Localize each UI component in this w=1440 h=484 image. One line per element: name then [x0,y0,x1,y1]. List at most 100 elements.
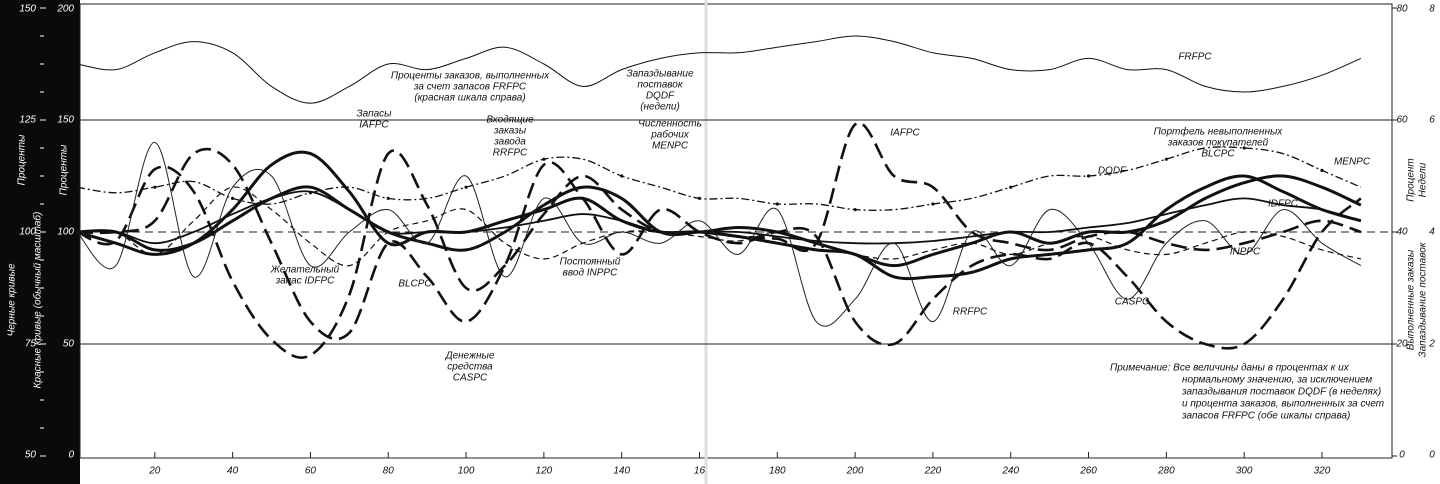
x-tick-label: 40 [227,466,239,477]
annotation: Численность [638,119,702,130]
x-tick-label: 140 [613,466,630,477]
series-dot [75,185,79,189]
annotation: FRFPC [1178,52,1212,63]
series-line [76,150,1362,281]
note: нормальному значению, за исключением [1182,375,1372,386]
y4-tick-label: 125 [19,115,36,126]
annotation: Проценты заказов, выполненных [391,71,550,82]
x-tick-label: 300 [1236,466,1253,477]
annotation: RRFPC [493,148,528,159]
annotation: RRFPC [953,307,988,318]
annotation: заказов покупателей [1167,138,1269,149]
annotation: INPPC [1230,247,1261,258]
y3-tick-label: 6 [1429,115,1435,126]
y2-tick-label: 0 [1399,450,1405,461]
x-tick-label: 60 [305,466,317,477]
x-tick-label: 200 [846,466,864,477]
series-dot [853,208,857,212]
y4-tick-label: 150 [19,4,36,15]
annotation: BLCPC [398,279,432,290]
x-tick-label: 100 [458,466,475,477]
series-line [76,174,1362,268]
series-dot [464,185,468,189]
series-dot [231,196,235,200]
y-tick-label: 0 [68,450,74,461]
x-tick-label: 180 [769,466,786,477]
y3-label: Недели [1418,162,1429,197]
left-strip [0,0,80,484]
annotation: Желательный [270,265,340,276]
series-dot [308,191,313,195]
series-dot [697,196,702,200]
series-dot [1164,157,1168,161]
annotation: DQDF [646,91,675,102]
series-dot [1009,185,1013,189]
annotation: IDFPC [1268,199,1299,210]
x-tick-label: 20 [148,466,161,477]
y-tick-label: 200 [56,4,74,15]
annotation: Входящие [486,115,534,126]
note: запасов FRFPC (обе шкалы справа) [1181,410,1350,422]
series-line [76,146,1362,211]
y-tick-label: 150 [57,115,74,126]
annotation: завода [493,137,526,148]
y3-tick-label: 8 [1429,4,1435,15]
annotation: рабочих [650,129,690,141]
y-label: Черные кривые [7,263,18,336]
y4-tick-label: 75 [25,339,37,350]
annotation: IAFPC [359,120,389,131]
annotation: (красная шкала справа) [414,93,525,104]
y-tick-label: 100 [57,227,74,238]
annotation: MENPC [652,141,689,152]
annotation: Денежные [445,351,495,362]
series-dot [1086,174,1091,178]
annotation: Запасы [356,109,392,120]
series-dot [386,196,390,200]
series-dot [620,174,624,178]
annotation: средства [447,362,493,373]
y3-tick-label: 0 [1429,450,1435,461]
y2-tick-label: 60 [1396,115,1408,126]
annotation: Постоянный [560,257,621,268]
annotation: IAFPC [890,128,920,139]
series-dot [153,185,157,189]
series-line [76,190,1362,245]
series-line [76,147,1362,350]
annotation: Портфель невыполненных [1154,126,1284,138]
y-label: Проценты [59,144,70,195]
series-dot [1320,168,1324,172]
series-line [76,35,1362,104]
y2-tick-label: 20 [1395,339,1408,350]
annotation: поставок [637,80,683,91]
x-tick-label: 80 [383,466,395,477]
series-line [76,141,1362,327]
note: запаздывания поставок DQDF (в неделях) [1181,387,1381,398]
note: Примечание: Все величины даны в процента… [1110,363,1350,374]
annotation: MENPC [1334,157,1371,168]
annotation: Запаздывание [626,69,693,80]
y3-tick-label: 2 [1428,339,1435,350]
series-dot [931,202,935,206]
note: и процента заказов, выполненных за счет [1182,399,1384,410]
y-label: Красные кривые (обычный масштаб) [32,212,44,389]
y4-tick-label: 50 [25,450,37,461]
series-dot [542,157,546,161]
annotation: ввод INPPC [563,268,618,279]
x-tick-label: 260 [1079,466,1097,477]
x-tick-label: 16 [694,466,706,477]
x-tick-label: 240 [1001,466,1019,477]
y2-label: Процент [1406,158,1417,201]
annotation: CASPC [453,373,488,384]
annotation: DQDF [1098,166,1127,177]
y4-tick-label: 100 [19,227,36,238]
annotation: (недели) [640,102,680,113]
y3-sublabel: Запаздывание поставок [1418,241,1429,357]
annotation: запас IDFPC [275,276,336,287]
y-tick-label: 50 [63,339,75,350]
y2-tick-label: 80 [1396,4,1408,15]
x-tick-label: 320 [1314,466,1331,477]
annotation: CASPC [1115,297,1150,308]
series-dot [775,202,779,206]
y-label: Проценты [17,134,28,185]
